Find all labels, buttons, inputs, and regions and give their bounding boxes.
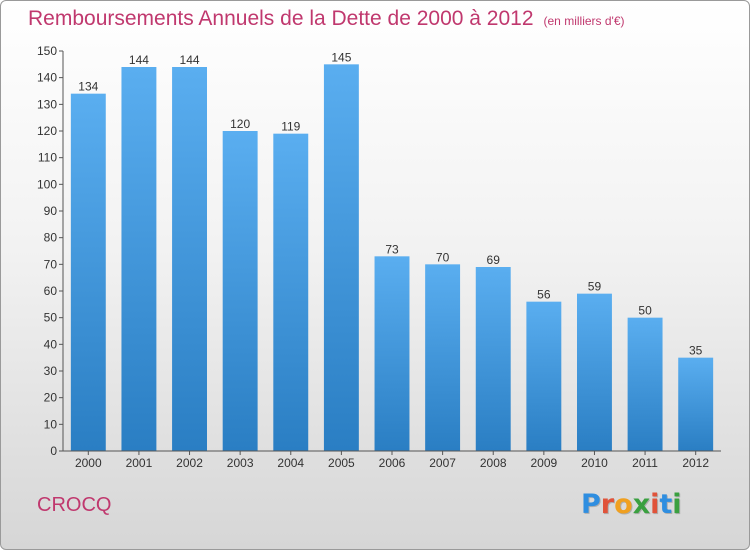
bar [273,133,309,451]
y-tick-label: 20 [44,391,58,405]
data-label: 56 [537,288,551,302]
bar [70,93,106,452]
x-tick-label: 2011 [632,456,658,470]
logo-letter: x [632,489,651,520]
x-tick-label: 2009 [530,456,557,470]
title-text: Remboursements Annuels de la Dette de 20… [28,7,534,30]
y-tick-label: 130 [37,97,57,111]
data-label: 144 [180,53,200,67]
bar [172,67,208,451]
x-tick-label: 2005 [328,456,355,470]
y-tick-label: 90 [44,204,58,218]
x-tick-label: 2008 [480,456,507,470]
bar [475,267,511,451]
bar [425,264,461,451]
y-axis: 0 10 20 30 40 50 60 70 80 90 100 110 120 130 140 150 [37,44,64,458]
bar [374,256,410,451]
data-label: 69 [487,253,501,267]
y-tick-label: 30 [44,364,58,378]
bar [627,317,663,451]
x-tick-label: 2007 [429,456,456,470]
x-tick-label: 2001 [126,456,153,470]
unit-label: (en milliers d'€) [543,14,625,28]
bar [222,131,258,451]
data-label: 145 [331,50,351,64]
data-label: 119 [281,120,300,134]
bar [526,301,562,451]
y-tick-label: 80 [44,231,58,245]
logo-letter: i [650,489,660,520]
x-tick-label: 2010 [581,456,608,470]
x-tick-label: 2003 [227,456,254,470]
chart-title: Remboursements Annuels de la Dette de 20… [28,7,625,31]
y-tick-label: 50 [44,311,58,325]
bar [576,293,612,451]
data-label: 134 [78,80,98,94]
y-tick-label: 100 [37,177,57,191]
y-tick-label: 0 [50,444,57,458]
data-label: 73 [385,242,399,256]
commune-name: CROCQ [37,494,112,516]
bars: 134 144 144 120 119 145 73 70 69 56 59 50 35 [70,50,714,452]
data-label: 120 [230,117,250,131]
y-tick-label: 150 [37,44,57,58]
y-tick-label: 120 [37,124,57,138]
y-tick-label: 60 [44,284,58,298]
logo-letter: t [659,489,673,520]
y-tick-label: 10 [44,417,58,431]
data-label: 59 [588,280,602,294]
logo-letter: o [614,489,633,520]
data-label: 50 [638,304,652,318]
logo-letter: P [581,489,601,520]
x-tick-label: 2012 [682,456,709,470]
x-tick-label: 2004 [277,456,304,470]
bar [121,67,157,451]
y-tick-label: 140 [37,71,57,85]
bar [323,64,359,452]
x-axis: 2000 2001 2002 2003 2004 2005 2006 2007 2008 2009… [63,450,721,470]
x-tick-label: 2006 [379,456,406,470]
y-tick-label: 40 [44,337,58,351]
data-label: 144 [129,53,149,67]
bar [678,357,714,451]
logo-letter: r [600,489,615,520]
proxiti-logo: Proxiti [581,489,682,520]
data-label: 70 [436,250,450,264]
y-tick-label: 110 [38,151,57,165]
x-tick-label: 2000 [75,456,102,470]
logo-letter: i [672,489,682,520]
x-tick-label: 2002 [176,456,203,470]
data-label: 35 [689,344,703,358]
y-tick-label: 70 [44,257,58,271]
